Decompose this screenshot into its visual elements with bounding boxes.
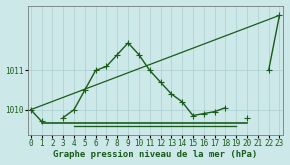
X-axis label: Graphe pression niveau de la mer (hPa): Graphe pression niveau de la mer (hPa) <box>53 150 257 159</box>
